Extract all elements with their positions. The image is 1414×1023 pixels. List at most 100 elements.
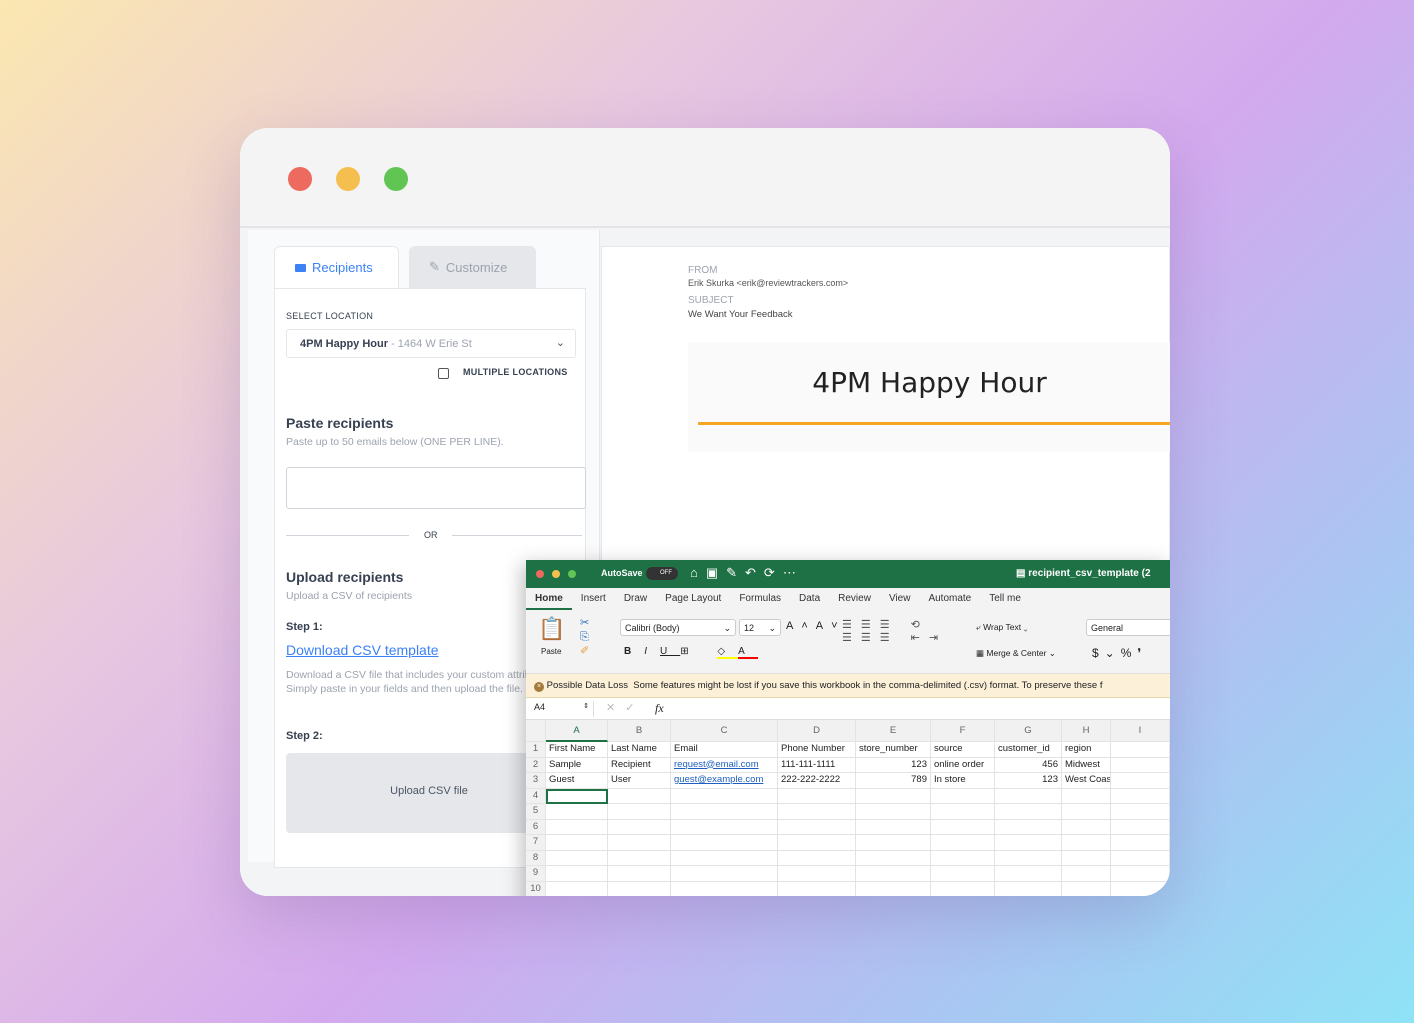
cell-G8[interactable] bbox=[995, 850, 1062, 866]
row-header[interactable]: 2 bbox=[526, 757, 546, 773]
ribbon-tab-insert[interactable]: Insert bbox=[580, 593, 606, 604]
cell-F9[interactable] bbox=[931, 866, 995, 882]
cell-E6[interactable] bbox=[856, 819, 931, 835]
cell-C10[interactable] bbox=[671, 881, 778, 896]
column-header-E[interactable]: E bbox=[856, 720, 931, 742]
cell-C8[interactable] bbox=[671, 850, 778, 866]
cell-B10[interactable] bbox=[608, 881, 671, 896]
cell-E7[interactable] bbox=[856, 835, 931, 851]
cell-D1[interactable]: Phone Number bbox=[778, 742, 856, 758]
cell-D10[interactable] bbox=[778, 881, 856, 896]
cell-G2[interactable]: 456 bbox=[995, 757, 1062, 773]
cell-C2[interactable]: request@email.com bbox=[671, 757, 778, 773]
paste-textarea[interactable] bbox=[286, 467, 586, 509]
ribbon-tab-automate[interactable]: Automate bbox=[928, 593, 972, 604]
cell-I4[interactable] bbox=[1111, 788, 1170, 804]
merge-center-button[interactable]: ▦ Merge & Center ⌄ bbox=[976, 648, 1056, 658]
cell-C5[interactable] bbox=[671, 804, 778, 820]
cell-D6[interactable] bbox=[778, 819, 856, 835]
cell-H4[interactable] bbox=[1062, 788, 1111, 804]
cell-C6[interactable] bbox=[671, 819, 778, 835]
tab-customize[interactable]: ✎ Customize bbox=[409, 246, 536, 288]
cell-I5[interactable] bbox=[1111, 804, 1170, 820]
cell-A8[interactable] bbox=[546, 850, 608, 866]
cell-A5[interactable] bbox=[546, 804, 608, 820]
cell-A1[interactable]: First Name bbox=[546, 742, 608, 758]
cell-E1[interactable]: store_number bbox=[856, 742, 931, 758]
cell-D3[interactable]: 222-222-2222 bbox=[778, 773, 856, 789]
cell-B8[interactable] bbox=[608, 850, 671, 866]
cell-H8[interactable] bbox=[1062, 850, 1111, 866]
cell-B9[interactable] bbox=[608, 866, 671, 882]
cell-E3[interactable]: 789 bbox=[856, 773, 931, 789]
cell-H10[interactable] bbox=[1062, 881, 1111, 896]
multiple-locations-checkbox[interactable] bbox=[438, 368, 449, 379]
cell-A4[interactable] bbox=[546, 788, 608, 804]
cell-G5[interactable] bbox=[995, 804, 1062, 820]
cell-F2[interactable]: online order bbox=[931, 757, 995, 773]
autosave-toggle[interactable]: OFF bbox=[646, 567, 678, 580]
download-csv-template-link[interactable]: Download CSV template bbox=[286, 642, 439, 658]
row-header[interactable]: 7 bbox=[526, 835, 546, 851]
location-select[interactable]: 4PM Happy Hour - 1464 W Erie St ⌄ bbox=[286, 329, 576, 358]
ribbon-tab-tell-me[interactable]: Tell me bbox=[989, 593, 1021, 604]
column-header-H[interactable]: H bbox=[1062, 720, 1111, 742]
font-size-buttons[interactable]: A˄A˅ bbox=[786, 620, 846, 632]
cell-F5[interactable] bbox=[931, 804, 995, 820]
cell-A7[interactable] bbox=[546, 835, 608, 851]
cell-I2[interactable] bbox=[1111, 757, 1170, 773]
format-buttons[interactable]: BIU⊞ ◇A bbox=[624, 646, 758, 659]
cell-B4[interactable] bbox=[608, 788, 671, 804]
cell-E2[interactable]: 123 bbox=[856, 757, 931, 773]
column-header-C[interactable]: C bbox=[671, 720, 778, 742]
cell-C3[interactable]: guest@example.com bbox=[671, 773, 778, 789]
excel-minimize-button[interactable] bbox=[552, 570, 560, 578]
cell-H9[interactable] bbox=[1062, 866, 1111, 882]
cell-F7[interactable] bbox=[931, 835, 995, 851]
cell-D4[interactable] bbox=[778, 788, 856, 804]
row-header[interactable]: 10 bbox=[526, 881, 546, 896]
cell-E8[interactable] bbox=[856, 850, 931, 866]
cell-G4[interactable] bbox=[995, 788, 1062, 804]
excel-close-button[interactable] bbox=[536, 570, 544, 578]
cell-B6[interactable] bbox=[608, 819, 671, 835]
ribbon-tab-view[interactable]: View bbox=[888, 593, 911, 604]
cell-F4[interactable] bbox=[931, 788, 995, 804]
cell-I9[interactable] bbox=[1111, 866, 1170, 882]
column-header-I[interactable]: I bbox=[1111, 720, 1170, 742]
alignment-buttons[interactable]: ☰☰☰ ⟲ ☰☰☰ ⇤⇥ bbox=[842, 619, 948, 644]
cell-I7[interactable] bbox=[1111, 835, 1170, 851]
cell-F3[interactable]: In store bbox=[931, 773, 995, 789]
cell-H5[interactable] bbox=[1062, 804, 1111, 820]
excel-maximize-button[interactable] bbox=[568, 570, 576, 578]
ribbon-tab-draw[interactable]: Draw bbox=[623, 593, 648, 604]
number-format-select[interactable]: General bbox=[1086, 619, 1170, 636]
column-header-B[interactable]: B bbox=[608, 720, 671, 742]
cell-E5[interactable] bbox=[856, 804, 931, 820]
minimize-button[interactable] bbox=[336, 167, 360, 191]
select-all-corner[interactable] bbox=[526, 720, 546, 742]
cell-D7[interactable] bbox=[778, 835, 856, 851]
column-header-F[interactable]: F bbox=[931, 720, 995, 742]
ribbon-tab-home[interactable]: Home bbox=[526, 588, 572, 610]
cell-C1[interactable]: Email bbox=[671, 742, 778, 758]
cell-D9[interactable] bbox=[778, 866, 856, 882]
cell-A3[interactable]: Guest bbox=[546, 773, 608, 789]
cell-A10[interactable] bbox=[546, 881, 608, 896]
cell-G1[interactable]: customer_id bbox=[995, 742, 1062, 758]
cell-I1[interactable] bbox=[1111, 742, 1170, 758]
cell-D8[interactable] bbox=[778, 850, 856, 866]
cell-H3[interactable]: West Coast bbox=[1062, 773, 1111, 789]
clipboard-icons[interactable]: ✂ ⎘ ✐ bbox=[580, 617, 590, 657]
cell-I3[interactable] bbox=[1111, 773, 1170, 789]
font-select[interactable]: Calibri (Body) ⌄ bbox=[620, 619, 736, 636]
cell-A9[interactable] bbox=[546, 866, 608, 882]
close-button[interactable] bbox=[288, 167, 312, 191]
cell-B3[interactable]: User bbox=[608, 773, 671, 789]
cell-C4[interactable] bbox=[671, 788, 778, 804]
paste-icon[interactable]: 📋 bbox=[538, 616, 566, 641]
cell-E9[interactable] bbox=[856, 866, 931, 882]
cell-F1[interactable]: source bbox=[931, 742, 995, 758]
cell-A6[interactable] bbox=[546, 819, 608, 835]
cell-B7[interactable] bbox=[608, 835, 671, 851]
